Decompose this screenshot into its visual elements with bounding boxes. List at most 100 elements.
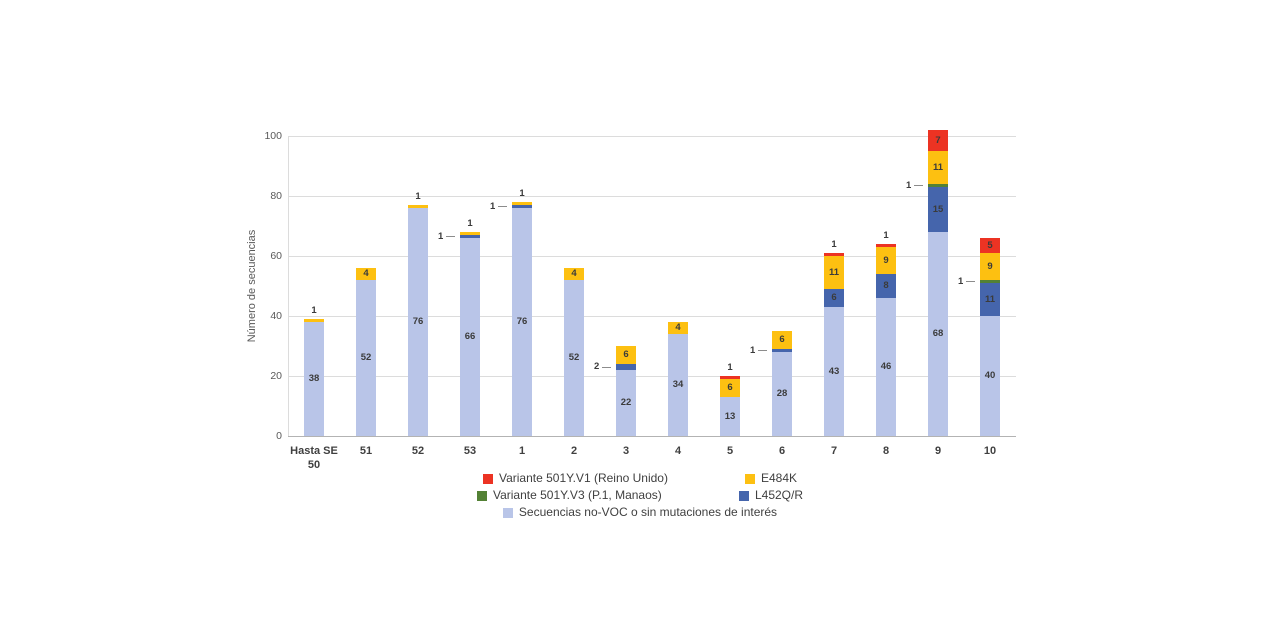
leader-text: 2 [594,361,600,372]
x-tick-label: 10 [983,445,997,457]
bar-segment-series-3 [304,319,324,322]
bar-value-leader-label: 1 [490,200,508,213]
bar-value-label-outside: 1 [883,230,889,241]
legend-item: Variante 501Y.V1 (Reino Unido) [482,471,745,486]
leader-text: 1 [906,179,912,191]
x-tick-label: 6 [778,445,786,457]
legend-row: Secuencias no-VOC o sin mutaciones de in… [502,505,777,520]
y-tick-label: 60 [270,250,282,262]
x-tick-label: 2 [570,445,578,457]
bar-value-leader-label: 2 [594,361,612,373]
bar-segment-series-3 [772,331,792,349]
bar-segment-series-1 [772,349,792,352]
legend: Variante 501Y.V1 (Reino Unido) E484K Varia… [0,471,1280,520]
x-tick-label: 9 [934,445,942,457]
bar-segment-series-1 [928,187,948,232]
bar-segment-series-3 [720,379,740,397]
bar-segment-series-4 [928,130,948,151]
y-tick-label: 40 [270,310,282,322]
bar-segment-series-3 [356,268,376,280]
x-tick-label: 52 [411,445,425,457]
bar-segment-series-3 [824,256,844,289]
bar-value-label: 68 [932,328,944,339]
bar-segment-series-0 [616,370,636,436]
bar-segment-series-0 [824,307,844,436]
x-tick-label: 51 [359,445,373,457]
legend-item: E484K [744,471,797,486]
bar-segment-series-2 [980,280,1000,283]
bar-value-leader-label: 1 [438,231,456,243]
bar-segment-series-3 [928,151,948,184]
bar-segment-series-3 [668,322,688,334]
bar-value-label: 28 [776,388,788,399]
y-gridline [288,436,1016,437]
bar-value-label: 9 [883,254,889,266]
bar-segment-series-0 [720,397,740,436]
bar-value-label: 34 [672,379,684,390]
bar-value-label: 11 [984,293,996,305]
legend-swatch [476,490,487,501]
bar-segment-series-1 [512,205,532,208]
bar-segment-series-0 [564,280,584,436]
leader-line [914,185,924,186]
x-tick-label: 1 [518,445,526,457]
bar-value-label: 22 [620,397,632,408]
legend-label: L452Q/R [754,488,804,502]
bar-value-label: 5 [987,239,993,251]
bar-value-label: 40 [984,370,996,381]
bar-segment-series-0 [772,352,792,436]
legend-row: Variante 501Y.V1 (Reino Unido) E484K [482,471,797,486]
y-axis-line [288,136,289,436]
leader-text: 1 [750,344,756,356]
bar-segment-series-3 [980,253,1000,280]
leader-line [966,281,976,282]
legend-item: Variante 501Y.V3 (P.1, Manaos) [476,488,739,503]
bar-segment-series-3 [408,205,428,208]
bar-value-label: 6 [623,349,629,360]
legend-swatch [738,490,749,501]
leader-text: 1 [490,200,496,212]
bar-value-label: 4 [571,268,577,279]
bar-segment-series-4 [824,253,844,256]
bar-value-label-outside: 1 [831,239,837,250]
bar-value-leader-label: 1 [958,275,976,288]
bar-value-label-outside: 1 [519,188,525,199]
bar-segment-series-0 [356,280,376,436]
x-tick-label: Hasta SE 50 [290,445,338,471]
bar-segment-series-0 [304,322,324,436]
bar-segment-series-4 [980,238,1000,253]
bar-value-label: 76 [412,316,424,327]
bar-value-label-outside: 1 [415,191,421,202]
bar-segment-series-1 [824,289,844,307]
y-tick-label: 100 [264,130,282,142]
legend-item: Secuencias no-VOC o sin mutaciones de in… [502,505,777,520]
legend-swatch [502,507,513,518]
bar-segment-series-3 [616,346,636,364]
bar-value-label: 46 [880,361,892,372]
bar-segment-series-0 [876,298,896,436]
bar-value-label: 8 [883,280,889,291]
y-tick-label: 20 [270,370,282,382]
y-gridline [288,196,1016,197]
x-tick-label: 53 [463,445,477,457]
leader-line [602,366,612,368]
bar-value-label: 13 [724,410,736,422]
bar-value-label: 6 [727,382,733,393]
bar-value-label: 4 [363,268,369,279]
y-gridline [288,316,1016,317]
x-tick-label: 5 [726,445,734,457]
legend-row: Variante 501Y.V3 (P.1, Manaos) L452Q/R [476,488,804,503]
bar-value-label: 76 [516,316,528,327]
bar-value-label: 11 [828,266,840,278]
legend-swatch [482,473,493,484]
bar-segment-series-3 [460,232,480,235]
bar-value-label: 52 [568,352,580,363]
y-gridline [288,376,1016,377]
bar-segment-series-1 [980,283,1000,316]
bar-segment-series-1 [876,274,896,298]
x-tick-label: 3 [622,445,630,457]
leader-text: 1 [958,275,964,287]
y-gridline [288,256,1016,257]
bar-value-label: 66 [464,331,476,342]
bar-segment-series-1 [460,235,480,238]
